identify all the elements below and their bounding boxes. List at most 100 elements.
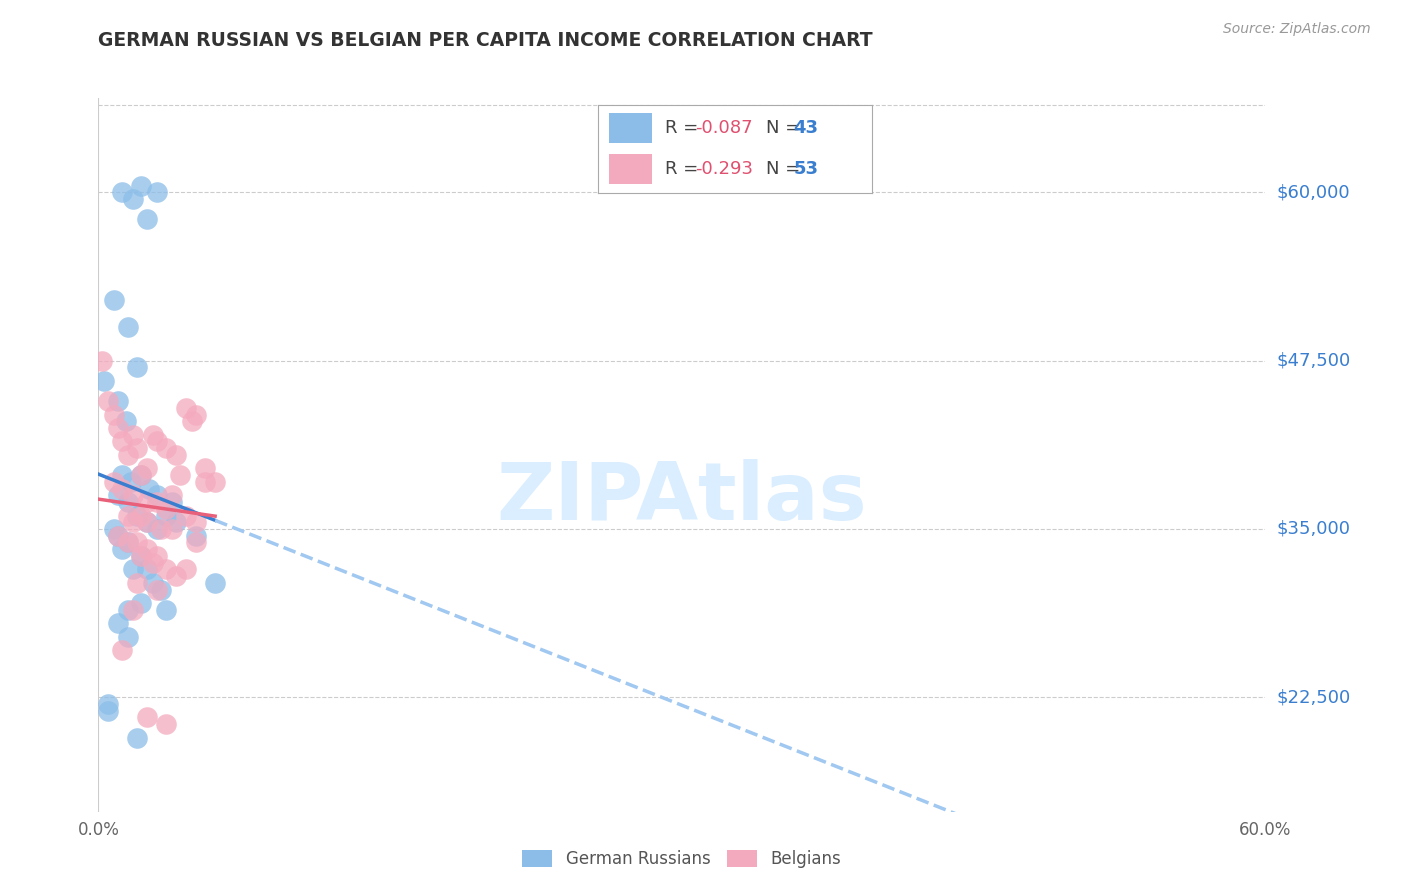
Point: [146, 582, 169, 597]
Point: [107, 488, 129, 502]
Text: -0.293: -0.293: [695, 160, 752, 178]
Point: [127, 508, 149, 523]
Point: [155, 441, 177, 455]
Point: [155, 717, 177, 731]
Point: [162, 522, 184, 536]
Point: [129, 468, 152, 483]
Point: [155, 562, 177, 576]
Point: [122, 515, 145, 529]
Point: [129, 468, 152, 483]
Point: [129, 508, 152, 523]
Point: [122, 562, 145, 576]
Point: [117, 448, 139, 462]
Point: [149, 522, 172, 536]
Point: [162, 488, 184, 502]
Text: GERMAN RUSSIAN VS BELGIAN PER CAPITA INCOME CORRELATION CHART: GERMAN RUSSIAN VS BELGIAN PER CAPITA INC…: [98, 31, 873, 50]
Point: [180, 414, 202, 428]
Point: [142, 556, 165, 570]
Point: [111, 542, 134, 557]
Point: [111, 186, 134, 200]
Point: [184, 529, 207, 543]
Text: $22,500: $22,500: [1277, 689, 1351, 706]
Point: [184, 515, 207, 529]
Point: [127, 731, 149, 745]
Bar: [609, 154, 652, 184]
Text: N =: N =: [766, 160, 806, 178]
Point: [165, 448, 187, 462]
Text: $60,000: $60,000: [1277, 184, 1350, 202]
Point: [136, 710, 159, 724]
Point: [136, 461, 159, 475]
Point: [117, 508, 139, 523]
Text: -0.087: -0.087: [695, 119, 752, 137]
Point: [136, 495, 159, 509]
Point: [111, 434, 134, 449]
Point: [184, 535, 207, 549]
Bar: [609, 113, 652, 143]
Point: [136, 562, 159, 576]
Text: $35,000: $35,000: [1277, 520, 1351, 538]
Point: [155, 508, 177, 523]
Point: [149, 582, 172, 597]
Text: R =: R =: [665, 160, 704, 178]
Point: [146, 186, 169, 200]
Point: [146, 495, 169, 509]
Point: [129, 549, 152, 563]
Text: ZIPAtlas: ZIPAtlas: [496, 458, 868, 537]
Point: [103, 475, 125, 489]
Point: [117, 603, 139, 617]
Point: [146, 434, 169, 449]
Point: [93, 374, 115, 388]
Point: [127, 360, 149, 375]
Point: [129, 549, 152, 563]
Point: [117, 320, 139, 334]
Point: [122, 603, 145, 617]
Point: [107, 616, 129, 631]
Point: [165, 515, 187, 529]
Point: [142, 575, 165, 590]
Point: [107, 421, 129, 435]
Point: [194, 475, 217, 489]
Point: [103, 522, 125, 536]
Point: [103, 293, 125, 307]
Point: [146, 522, 169, 536]
Text: $47,500: $47,500: [1277, 351, 1351, 369]
Text: 53: 53: [793, 160, 818, 178]
Point: [204, 575, 226, 590]
Point: [107, 529, 129, 543]
Point: [121, 475, 143, 489]
Point: [136, 212, 159, 227]
Point: [117, 535, 139, 549]
Point: [107, 529, 129, 543]
Text: R =: R =: [665, 119, 704, 137]
Point: [136, 542, 159, 557]
Point: [117, 495, 139, 509]
Point: [127, 575, 149, 590]
Point: [127, 441, 149, 455]
Point: [174, 401, 197, 415]
Point: [117, 630, 139, 644]
Text: 43: 43: [793, 119, 818, 137]
Point: [138, 482, 160, 496]
Point: [204, 475, 226, 489]
Point: [129, 596, 152, 610]
Point: [136, 515, 159, 529]
Point: [194, 461, 217, 475]
Point: [162, 495, 184, 509]
Text: Source: ZipAtlas.com: Source: ZipAtlas.com: [1223, 22, 1371, 37]
Point: [165, 569, 187, 583]
Point: [97, 394, 120, 409]
Point: [129, 178, 152, 193]
Point: [103, 408, 125, 422]
Point: [146, 488, 169, 502]
Point: [114, 414, 136, 428]
Point: [155, 501, 177, 516]
Point: [97, 697, 120, 711]
Point: [142, 427, 165, 442]
Point: [122, 427, 145, 442]
Point: [107, 394, 129, 409]
Point: [122, 488, 145, 502]
Point: [111, 643, 134, 657]
Legend: German Russians, Belgians: German Russians, Belgians: [516, 843, 848, 875]
Point: [174, 562, 197, 576]
